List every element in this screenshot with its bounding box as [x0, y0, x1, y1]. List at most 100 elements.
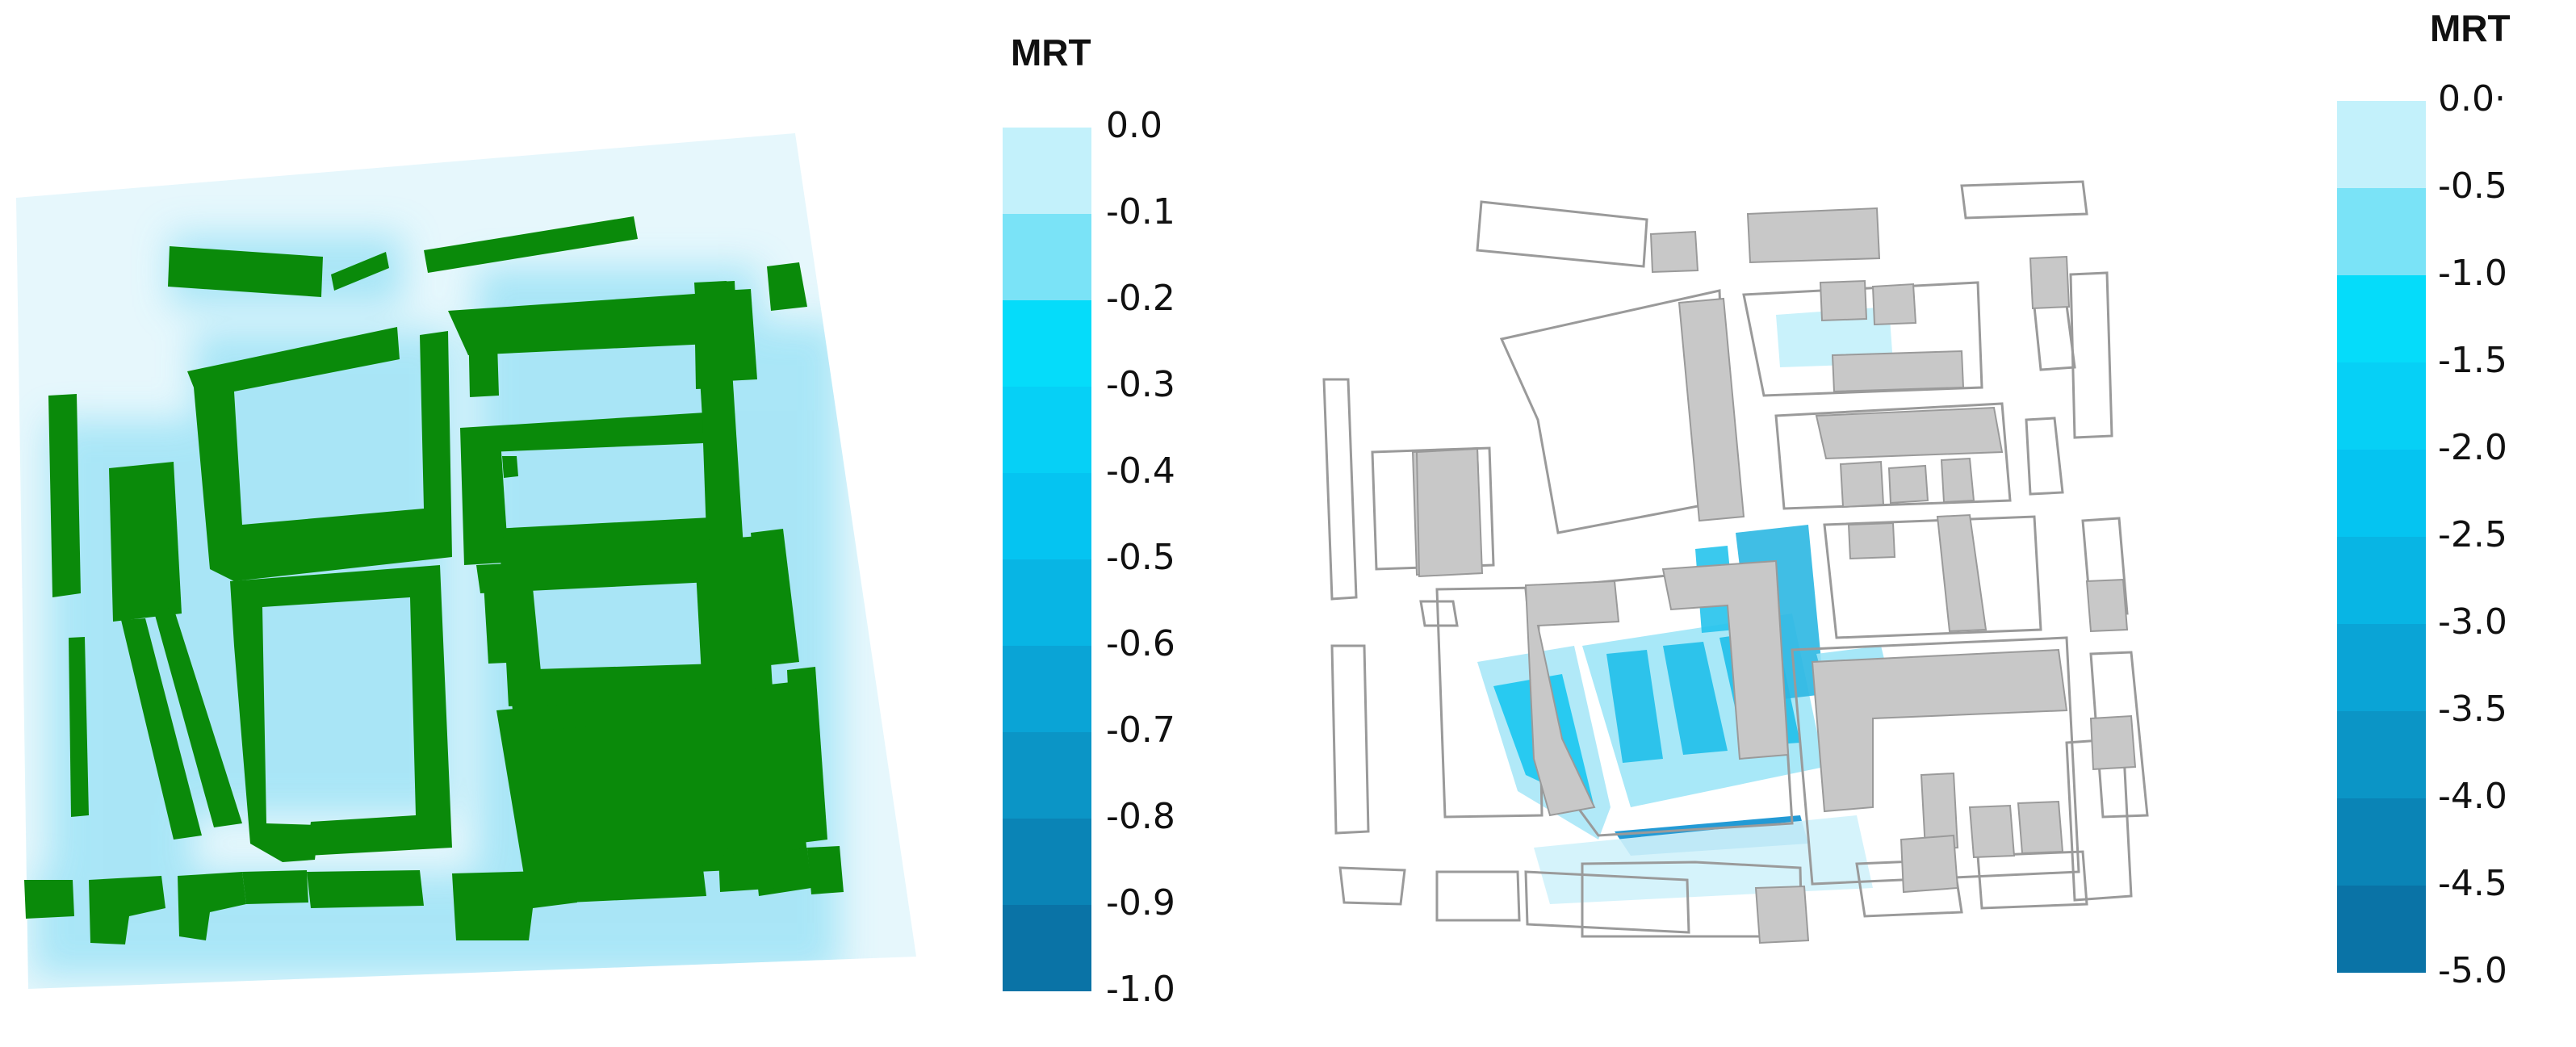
building-footprint: [787, 667, 827, 844]
building-footprint: [807, 846, 844, 894]
building-footprint: [694, 536, 767, 690]
left-legend-swatch: [1003, 128, 1091, 214]
building-footprint: [24, 880, 74, 919]
left-legend-swatch: [1003, 473, 1091, 559]
building-footprint: [448, 292, 727, 355]
building-footprint: [168, 246, 323, 297]
left-legend-tick-label: -0.6: [1106, 623, 1175, 664]
left-legend-tick-label: 0.0: [1106, 105, 1162, 146]
building-footprint: [187, 327, 452, 581]
left-legend-tick-label: -0.8: [1106, 796, 1175, 837]
right-legend-swatch: [2337, 711, 2426, 798]
building-outline: [1338, 866, 1406, 906]
building-outline: [1330, 644, 1370, 835]
building-outline: [1476, 200, 1648, 268]
building-outline: [2025, 417, 2064, 496]
right-legend-tick-label: -4.5: [2438, 863, 2507, 904]
building-footprint: [501, 539, 771, 706]
building-footprint: [502, 456, 518, 478]
left-legend-tick-label: -0.5: [1106, 537, 1175, 578]
building-footprint: [69, 637, 89, 817]
right-legend-tick-label: -1.0: [2438, 253, 2507, 294]
modified-building: [1819, 279, 1868, 322]
right-legend: MRT 0.0· -0.5 -1.0 -1.5 -2.0 -2.5 -3.0 -3.5 -4.0…: [2309, 0, 2575, 1047]
right-legend-swatch: [2337, 624, 2426, 711]
building-footprint: [48, 394, 81, 597]
modified-building: [2029, 255, 2071, 310]
modified-building: [1661, 559, 1790, 760]
building-outline: [1960, 180, 2088, 220]
building-footprint: [424, 216, 638, 273]
building-footprint: [230, 565, 452, 862]
left-legend-tick-label: -0.4: [1106, 450, 1175, 492]
right-legend-swatch: [2337, 362, 2426, 450]
building-footprint: [767, 262, 807, 311]
building-footprint: [468, 318, 499, 397]
left-legend-swatch: [1003, 905, 1091, 991]
modified-building: [1524, 580, 1620, 817]
right-legend-swatch: [2337, 188, 2426, 275]
building-footprint: [89, 876, 165, 944]
right-legend-title: MRT: [2430, 7, 2511, 49]
building-outline: [2033, 304, 2076, 371]
left-legend-tick-label: -0.2: [1106, 278, 1175, 319]
modified-building: [1871, 283, 1917, 326]
left-legend-swatch: [1003, 732, 1091, 819]
building-footprint: [307, 870, 424, 908]
mrt-difference-patch: [1776, 307, 1893, 367]
building-outline: [2069, 271, 2113, 439]
left-legend-swatch: [1003, 387, 1091, 473]
building-footprint: [331, 252, 389, 291]
modified-building: [1678, 297, 1745, 522]
modified-building: [1415, 447, 1484, 578]
right-legend-tick-label: 0.0·: [2438, 78, 2506, 119]
building-footprint: [242, 870, 308, 904]
modified-building: [1940, 457, 1975, 504]
building-footprint: [537, 714, 759, 856]
building-outline: [1976, 850, 2088, 910]
building-footprint: [178, 872, 246, 940]
right-legend-tick-label: -2.5: [2438, 514, 2507, 555]
left-legend-tick-label: -0.9: [1106, 882, 1175, 923]
right-legend-tick-label: -3.0: [2438, 601, 2507, 643]
left-legend-swatch: [1003, 819, 1091, 905]
mrt-difference-patch: [1606, 650, 1663, 763]
modified-building: [2017, 800, 2064, 855]
building-footprint: [460, 412, 729, 565]
modified-building: [1839, 460, 1885, 509]
modified-building: [1900, 834, 1959, 894]
right-mrt-difference-map: [1322, 180, 2149, 944]
building-footprint: [452, 870, 577, 940]
building-outline: [1419, 600, 1459, 627]
building-outline: [1322, 378, 1358, 601]
modified-building: [1815, 406, 2004, 460]
right-legend-tick-label: -0.5: [2438, 165, 2507, 207]
modified-building: [2089, 714, 2137, 771]
left-legend-swatch: [1003, 300, 1091, 387]
right-legend-tick-label: -3.5: [2438, 689, 2507, 730]
right-legend-swatch: [2337, 537, 2426, 624]
modified-building: [2085, 578, 2129, 633]
building-outline: [1435, 870, 1521, 922]
modified-building: [1811, 648, 2068, 813]
left-building-footprints: [24, 216, 844, 944]
building-footprint: [121, 618, 202, 840]
building-outline: [1791, 636, 2080, 886]
modified-building: [1746, 207, 1881, 264]
modified-building: [1887, 464, 1929, 505]
modified-building: [1920, 772, 1959, 851]
left-legend-tick-label: -1.0: [1106, 969, 1175, 1010]
right-legend-tick-label: -2.0: [2438, 427, 2507, 468]
right-legend-swatch: [2337, 798, 2426, 886]
building-footprint: [480, 440, 507, 539]
building-footprint: [565, 862, 706, 903]
mrt-difference-patch: [1534, 815, 1873, 904]
left-legend-swatch: [1003, 559, 1091, 646]
right-legend-swatch: [2337, 101, 2426, 188]
left-legend-tick-label: -0.7: [1106, 710, 1175, 751]
modified-building: [1847, 521, 1896, 560]
left-legend-swatch: [1003, 214, 1091, 300]
modified-building: [1936, 513, 1987, 633]
left-legend: MRT 0.0 -0.1 -0.2 -0.3 -0.4 -0.5 -0.6 -0.7 -0.8 -…: [985, 24, 1243, 1041]
left-legend-tick-label: -0.3: [1106, 364, 1175, 405]
